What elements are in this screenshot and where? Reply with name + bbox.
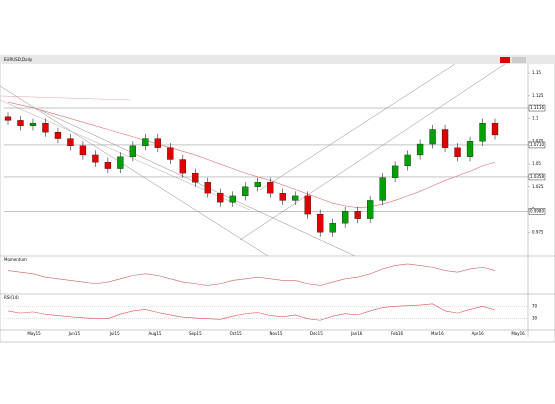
candle-body <box>229 195 236 203</box>
y-tick-label: 1.1 <box>532 116 539 121</box>
candle-body <box>92 154 99 163</box>
y-tick-label: 1.125 <box>532 93 544 98</box>
candle-body <box>79 145 87 156</box>
candle-body <box>317 213 324 233</box>
candle-body <box>242 186 249 197</box>
candle-body <box>491 122 499 136</box>
candle-body <box>154 138 161 148</box>
candle-body <box>179 159 186 174</box>
level-tag <box>528 173 546 181</box>
chart-title: EURUSD,Daily <box>4 57 33 62</box>
buy-button[interactable] <box>512 57 526 63</box>
x-tick-label: Jun15 <box>68 331 81 336</box>
channel-line <box>0 85 269 257</box>
candle-body <box>254 182 261 187</box>
candle-body <box>366 200 374 219</box>
level-label: 0.9980 <box>530 208 544 213</box>
candle-body <box>4 116 12 121</box>
candle-body <box>54 132 62 139</box>
x-tick-label: Sep15 <box>189 331 202 336</box>
y-tick-label: 1.05 <box>532 161 541 166</box>
x-tick-label: May16 <box>511 331 525 336</box>
level-label: 1.1116 <box>530 105 544 110</box>
candle-body <box>204 182 211 194</box>
candle-body <box>416 143 424 156</box>
y-tick-label: 0.975 <box>532 229 544 234</box>
x-tick-label: May15 <box>27 331 41 336</box>
candle-body <box>454 147 461 157</box>
level-tag <box>528 104 546 112</box>
candle-body <box>117 156 124 169</box>
moving-average <box>7 101 496 209</box>
level-tag <box>528 208 546 215</box>
x-tick-label: Feb16 <box>391 331 404 336</box>
rsi-level-label: 70 <box>532 303 538 308</box>
channel-line <box>39 109 356 257</box>
candle-body <box>391 165 399 178</box>
candle-body <box>342 211 349 224</box>
x-tick-label: Nov15 <box>270 331 283 336</box>
sell-button[interactable] <box>500 57 510 63</box>
y-tick-label: 1.025 <box>532 184 544 189</box>
candle-body <box>267 182 274 194</box>
candle-body <box>17 120 24 126</box>
rsi-level-label: 30 <box>532 316 538 321</box>
x-tick-label: Jul15 <box>109 331 120 336</box>
candle-body <box>379 177 386 201</box>
pane-label: Momentum <box>4 257 27 262</box>
x-tick-label: Dec15 <box>310 331 323 336</box>
x-tick-label: Mar16 <box>431 331 444 336</box>
channel-line <box>259 63 456 191</box>
x-tick-label: Oct15 <box>230 331 242 336</box>
candle-body <box>292 195 299 201</box>
candle-body <box>42 122 49 133</box>
level-label: 1.0710 <box>530 142 544 147</box>
frame <box>0 55 555 343</box>
rsi-line <box>7 303 496 321</box>
candle-body <box>429 129 436 145</box>
x-tick-label: Aug15 <box>149 331 162 336</box>
candle-body <box>479 122 486 142</box>
candle-body <box>217 193 224 203</box>
momentum-line <box>7 263 496 286</box>
candle-body <box>29 122 37 126</box>
level-label: 1.0358 <box>530 174 544 179</box>
candle-body <box>67 138 74 147</box>
candle-body <box>104 162 112 169</box>
x-tick-label: Jan16 <box>350 331 363 336</box>
candle-body <box>466 141 474 157</box>
y-tick-label: 1.075 <box>532 138 544 143</box>
candle-body <box>279 193 286 201</box>
toolbar <box>0 56 555 64</box>
candle-body <box>441 129 449 148</box>
candle-body <box>329 223 336 233</box>
x-tick-label: Apr16 <box>472 331 484 336</box>
candle-body <box>167 147 174 160</box>
level-tag <box>528 141 546 149</box>
candle-body <box>304 195 311 215</box>
channel-line <box>239 63 506 241</box>
candle-body <box>142 138 149 147</box>
candle-body <box>129 145 137 157</box>
ma-long <box>0 95 131 101</box>
candle-body <box>404 154 411 167</box>
candle-body <box>192 172 199 183</box>
candle-body <box>354 211 361 219</box>
pane-label: RSI(14) <box>4 295 19 300</box>
y-tick-label: 1.15 <box>532 70 541 75</box>
